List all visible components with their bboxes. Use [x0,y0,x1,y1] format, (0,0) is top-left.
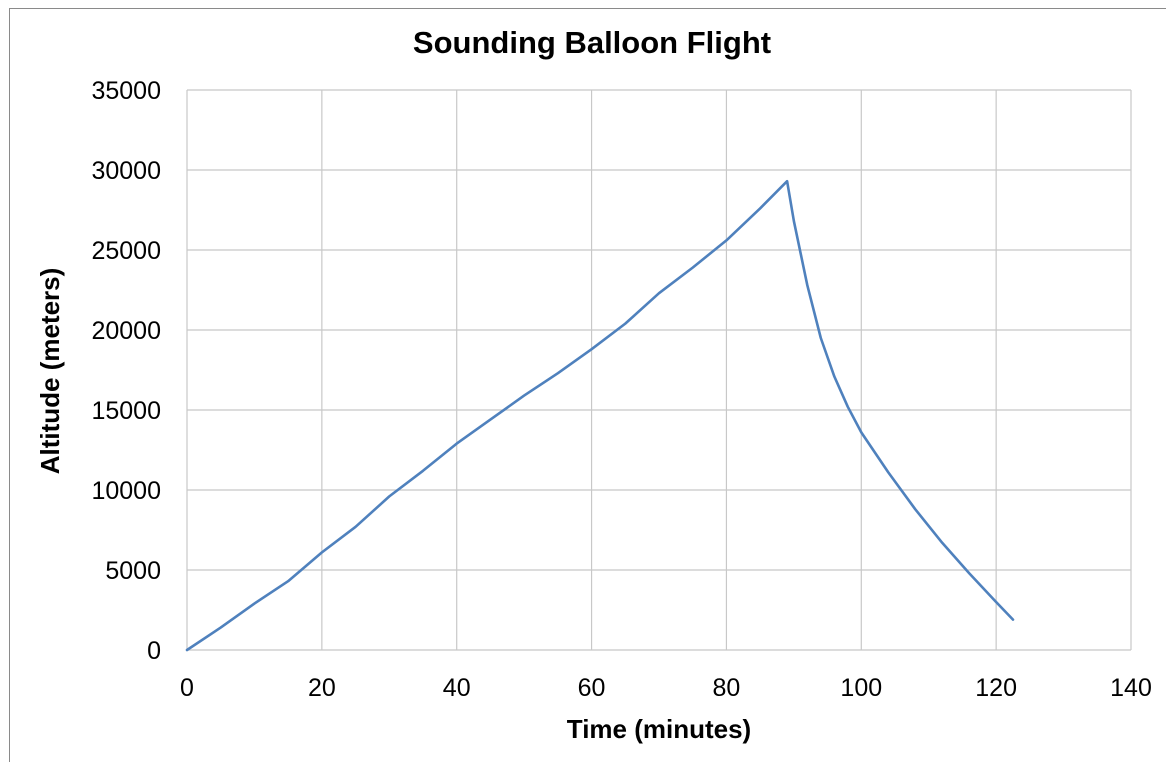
y-tick-label: 5000 [105,557,161,585]
y-tick-label: 10000 [91,477,161,505]
y-tick-label: 35000 [91,77,161,105]
y-axis-label: Altitude (meters) [35,268,65,475]
series-line [185,179,1015,652]
x-tick-label: 120 [975,674,1017,702]
series-layer [185,179,1015,652]
x-tick-label: 0 [180,674,194,702]
chart-title: Sounding Balloon Flight [413,25,771,60]
y-tick-label: 15000 [91,397,161,425]
y-tick-label: 30000 [91,157,161,185]
y-axis-ticks: 0 5000 10000 15000 20000 25000 30000 35000 [91,77,161,665]
y-tick-label: 25000 [91,237,161,265]
y-tick-label: 20000 [91,317,161,345]
x-tick-label: 20 [308,674,336,702]
x-tick-label: 140 [1110,674,1152,702]
chart-frame [9,8,1166,762]
x-axis-label: Time (minutes) [567,714,751,744]
x-axis-ticks: 0 20 40 60 80 100 120 140 [180,674,1152,702]
grid-lines [186,89,1132,651]
x-tick-label: 60 [578,674,606,702]
x-tick-label: 100 [840,674,882,702]
y-tick-label: 0 [147,637,161,665]
x-tick-label: 80 [713,674,741,702]
x-tick-label: 40 [443,674,471,702]
